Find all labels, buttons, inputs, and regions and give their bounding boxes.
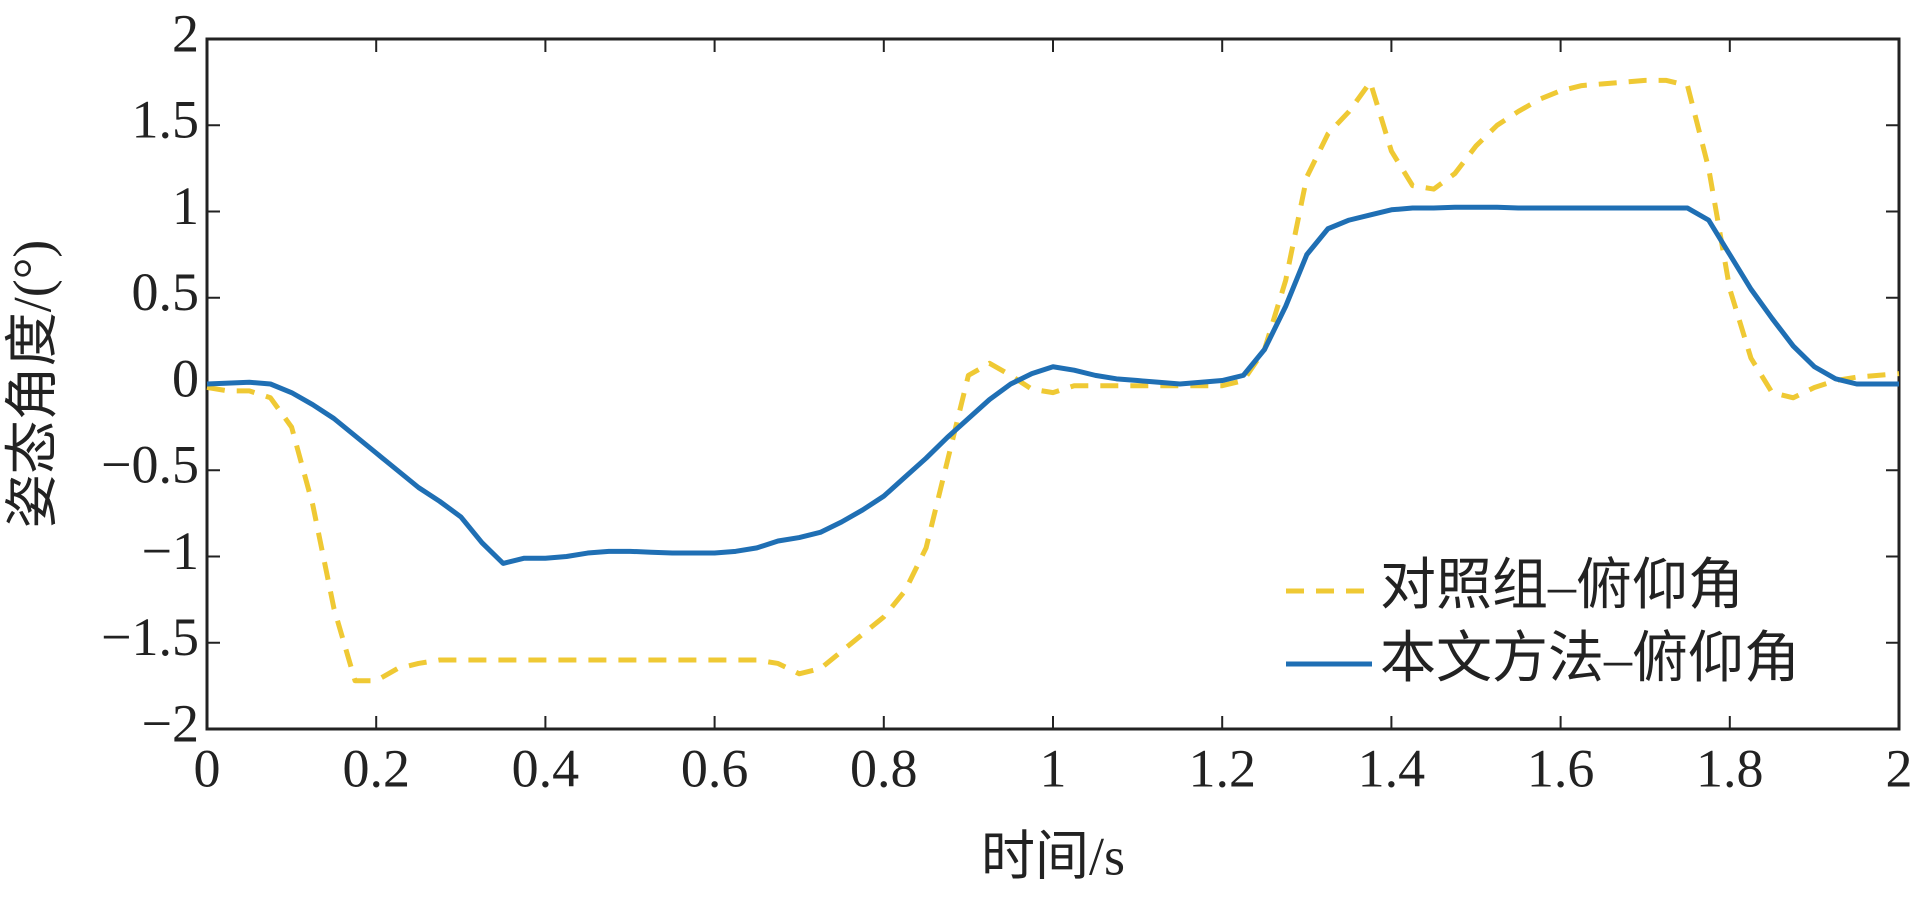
x-tick-label: 1.4 (1358, 738, 1426, 798)
line-series (206, 77, 1900, 684)
x-axis-title: 时间/s (981, 826, 1125, 886)
y-tick-label: 2 (172, 3, 199, 63)
line-series (206, 204, 1899, 566)
y-tick-label: 0.5 (132, 262, 200, 322)
legend-text: 本文方法–俯仰角 (1380, 628, 1800, 690)
x-tick-label: 1.6 (1527, 738, 1595, 798)
y-tick-label: 1.5 (132, 90, 200, 150)
y-tick-label: −2 (142, 693, 199, 753)
plot-frame (205, 37, 1901, 731)
legend-text: 对照组–俯仰角 (1380, 555, 1744, 617)
x-tick-label: 1 (1040, 738, 1067, 798)
x-tick-label: 1.2 (1188, 738, 1256, 798)
y-axis-title: 姿态角度/(°) (2, 240, 62, 529)
x-tick-label: 0.8 (850, 738, 918, 798)
y-tick-label: −1 (142, 521, 199, 581)
x-tick-label: 0.6 (681, 738, 749, 798)
x-tick-label: 2 (1886, 738, 1911, 798)
x-tick-label: 1.8 (1696, 738, 1764, 798)
y-tick-label: 1 (172, 176, 199, 236)
y-tick-label: −0.5 (101, 435, 199, 495)
y-tick-label: 0 (172, 348, 199, 408)
x-tick-label: 0.2 (342, 738, 410, 798)
x-tick-label: 0.4 (512, 738, 580, 798)
y-tick-label: −1.5 (101, 607, 199, 667)
x-tick-label: 0 (194, 738, 221, 798)
